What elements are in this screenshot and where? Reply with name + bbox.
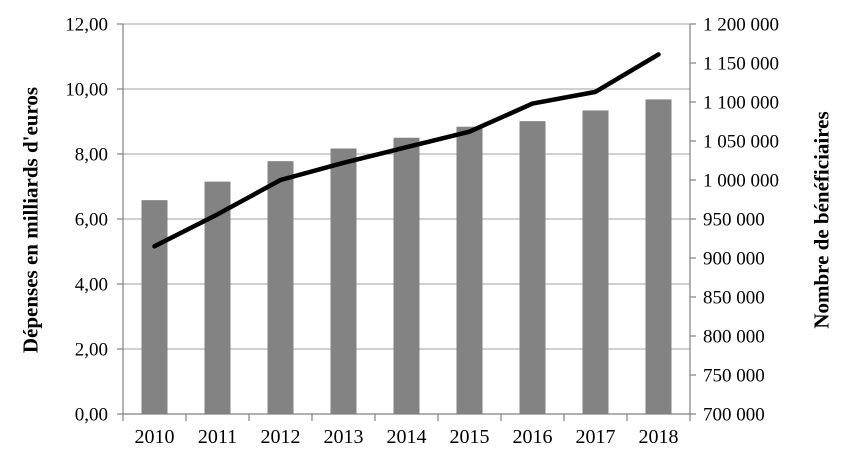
right-axis-tick-label: 1 150 000	[703, 54, 779, 75]
left-axis-tick-label: 4,00	[75, 275, 108, 296]
left-axis-tick-label: 2,00	[75, 340, 108, 361]
right-axis-tick-label: 850 000	[703, 288, 765, 309]
x-axis-label-2015: 2015	[450, 426, 490, 448]
left-axis-title: Dépenses en milliards d'euros	[18, 86, 43, 354]
bar-2015	[456, 126, 483, 414]
x-axis-label-2014: 2014	[387, 426, 427, 448]
right-axis-tick-label: 950 000	[703, 210, 765, 231]
right-axis-tick-label: 700 000	[703, 405, 765, 426]
bar-2017	[582, 110, 609, 414]
right-axis-tick-label: 750 000	[703, 366, 765, 387]
bar-2016	[519, 121, 546, 415]
left-axis-tick-label: 6,00	[75, 210, 108, 231]
left-axis-tick-label: 10,00	[65, 80, 108, 101]
x-axis-label-2011: 2011	[198, 426, 237, 448]
bar-2018	[645, 99, 672, 415]
x-axis-label-2012: 2012	[261, 426, 301, 448]
left-axis-tick-label: 8,00	[75, 145, 108, 166]
bar-2012	[267, 161, 294, 414]
bar-2013	[330, 148, 357, 414]
x-axis-label-2018: 2018	[639, 426, 679, 448]
right-axis-tick-label: 1 050 000	[703, 132, 779, 153]
beneficiaries-line	[152, 52, 661, 249]
right-axis-title: Nombre de bénéficiaires	[809, 111, 834, 329]
right-axis-tick-label: 1 200 000	[703, 15, 779, 36]
x-axis-label-2016: 2016	[513, 426, 553, 448]
right-axis-tick-label: 1 100 000	[703, 93, 779, 114]
bar-2010	[141, 200, 168, 414]
x-axis-label-2010: 2010	[135, 426, 175, 448]
x-axis-label-2013: 2013	[324, 426, 364, 448]
bar-2014	[393, 137, 420, 414]
left-axis-tick-label: 12,00	[65, 15, 108, 36]
right-axis-tick-label: 800 000	[703, 327, 765, 348]
left-axis-tick-label: 0,00	[75, 405, 108, 426]
right-axis-tick-label: 1 000 000	[703, 171, 779, 192]
right-axis-tick-label: 900 000	[703, 249, 765, 270]
x-axis-label-2017: 2017	[576, 426, 616, 448]
